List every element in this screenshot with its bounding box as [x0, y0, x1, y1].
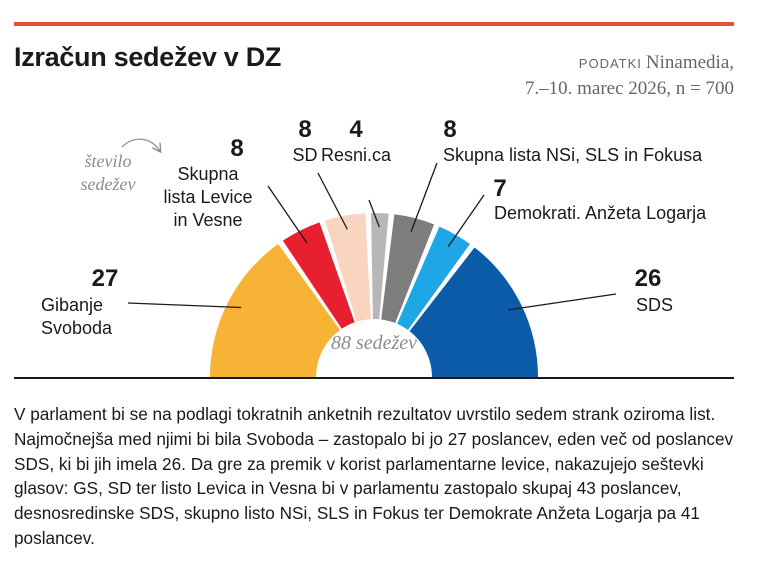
- value-label-skupna-lista-nsi-sls-in-fokusa: 8: [443, 116, 456, 143]
- source-label: PODATKI: [578, 56, 642, 71]
- leader-skupna-lista-nsi-sls-in-fokusa: [410, 162, 438, 232]
- value-label-sds: 26: [635, 265, 662, 292]
- party-label-sd-line-1: SD: [292, 145, 317, 165]
- leader-demokrati-anzeta-logarja: [447, 194, 485, 248]
- source-name: Ninamedia,: [645, 52, 734, 73]
- value-label-sd: 8: [298, 116, 311, 143]
- party-label-demokrati-anzeta-logarja-line-1: Demokrati. Anžeta Logarja: [494, 203, 707, 223]
- party-label-resni-ca-line-1: Resni.ca: [321, 145, 392, 165]
- baseline-rule: [14, 377, 734, 379]
- value-label-skupna-lista-levice-in-vesne: 8: [230, 135, 243, 162]
- seat-count-hint-line-2: sedežev: [81, 174, 136, 194]
- leader-resni-ca: [368, 199, 380, 228]
- party-label-skupna-lista-levice-in-vesne-line-3: in Vesne: [173, 210, 242, 230]
- party-label-gibanje-svoboda-line-1: Gibanje: [41, 295, 103, 315]
- party-label-gibanje-svoboda-line-2: Svoboda: [41, 318, 113, 338]
- segment-skupna-lista-nsi-sls-in-fokusa: [381, 214, 435, 324]
- segment-sds: [409, 247, 538, 377]
- value-label-resni-ca: 4: [349, 116, 363, 143]
- segment-demokrati-anzeta-logarja: [397, 226, 470, 330]
- source-detail: 7.–10. marec 2026, n = 700: [524, 78, 734, 99]
- leader-gibanje-svoboda: [127, 302, 242, 309]
- total-seats-label: 88 sedežev: [331, 332, 417, 354]
- segment-sd: [324, 213, 371, 322]
- party-label-skupna-lista-levice-in-vesne-line-2: lista Levice: [163, 187, 252, 207]
- body-paragraph: V parlament bi se na podlagi tokratnih a…: [14, 404, 734, 548]
- source-note: PODATKI Ninamedia, 7.–10. marec 2026, n =…: [525, 50, 734, 101]
- segment-skupna-lista-levice-in-vesne: [282, 222, 355, 329]
- top-accent-rule: [14, 22, 734, 26]
- value-label-demokrati-anzeta-logarja: 7: [493, 175, 506, 202]
- leader-sds: [508, 293, 617, 311]
- party-label-sds-line-1: SDS: [636, 295, 673, 315]
- hint-arrow: [121, 138, 160, 151]
- segment-gibanje-svoboda: [210, 243, 341, 377]
- value-label-gibanje-svoboda: 27: [92, 265, 119, 292]
- seat-count-hint-line-1: število: [85, 151, 132, 171]
- leader-sd: [317, 172, 348, 230]
- chart-title: Izračun sedežev v DZ: [14, 42, 282, 72]
- segment-resni-ca: [371, 213, 389, 320]
- leader-skupna-lista-levice-in-vesne: [267, 185, 308, 244]
- party-label-skupna-lista-nsi-sls-in-fokusa-line-1: Skupna lista NSi, SLS in Fokusa: [443, 145, 703, 165]
- party-label-skupna-lista-levice-in-vesne-line-1: Skupna: [177, 164, 239, 184]
